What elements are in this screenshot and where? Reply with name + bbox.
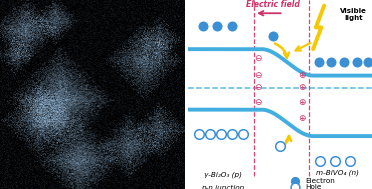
Point — [328, 61, 334, 64]
Point — [214, 25, 220, 28]
Text: ⊖: ⊖ — [254, 71, 262, 80]
Text: ⊕: ⊕ — [298, 83, 306, 92]
Text: Electric field: Electric field — [246, 0, 299, 9]
Text: ⊕: ⊕ — [298, 71, 306, 80]
Point — [229, 25, 235, 28]
Text: ⊖: ⊖ — [254, 54, 262, 63]
Point — [277, 145, 283, 148]
Point — [292, 186, 298, 189]
Point — [317, 159, 323, 162]
Text: Hole: Hole — [306, 184, 322, 189]
Point — [365, 61, 371, 64]
Point — [229, 133, 235, 136]
Text: m-BiVO₄ (n): m-BiVO₄ (n) — [315, 170, 359, 176]
Point — [347, 159, 353, 162]
Point — [332, 159, 338, 162]
Text: γ-Bi₂O₃ (p): γ-Bi₂O₃ (p) — [204, 172, 242, 178]
Text: ⊖: ⊖ — [254, 83, 262, 92]
Point — [292, 180, 298, 183]
Text: p-n junction: p-n junction — [201, 184, 244, 189]
Point — [270, 34, 276, 37]
Text: ⊕: ⊕ — [298, 114, 306, 123]
Point — [240, 133, 246, 136]
Point — [200, 25, 206, 28]
Point — [341, 61, 347, 64]
Point — [354, 61, 360, 64]
Point — [196, 133, 202, 136]
Point — [218, 133, 224, 136]
Text: Electron: Electron — [306, 178, 336, 184]
Text: ⊖: ⊖ — [254, 98, 262, 107]
Text: Visible
light: Visible light — [340, 8, 367, 21]
Text: ⊕: ⊕ — [298, 98, 306, 107]
Point — [207, 133, 213, 136]
Point — [315, 61, 321, 64]
